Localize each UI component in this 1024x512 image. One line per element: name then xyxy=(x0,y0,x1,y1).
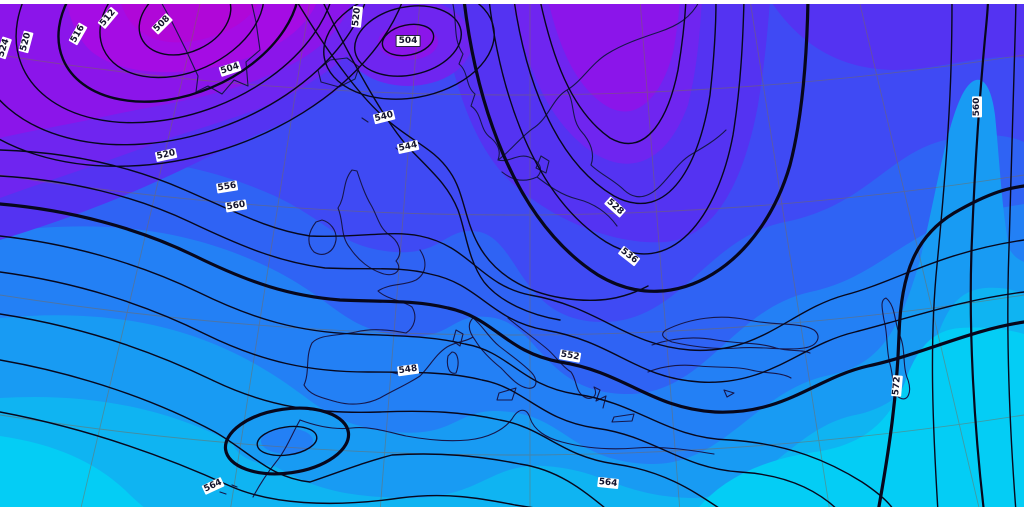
contour-line xyxy=(295,0,649,302)
graticule-parallel xyxy=(0,174,1024,216)
graticule-meridian xyxy=(79,0,202,512)
cutoff-low-shading-inner xyxy=(261,428,313,454)
contour-line xyxy=(0,0,413,167)
low-center-ring xyxy=(354,5,462,77)
contour-line xyxy=(0,235,896,512)
low-center-ring xyxy=(381,23,435,57)
contour-line xyxy=(0,359,611,512)
graticule-parallel xyxy=(0,294,1024,336)
contour-line xyxy=(0,0,374,146)
height-band xyxy=(0,79,1024,512)
contour-line-bold xyxy=(462,0,810,293)
frame-bar xyxy=(0,507,1024,512)
contour-line xyxy=(15,0,337,124)
contour-line xyxy=(0,313,726,512)
contour-line xyxy=(1007,0,1017,512)
frame-bar xyxy=(0,0,1024,4)
graticule-meridian xyxy=(639,0,681,512)
contour-line xyxy=(321,0,561,321)
graticule-parallel xyxy=(0,54,1024,96)
contour-line-bold xyxy=(876,184,1024,512)
contour-line xyxy=(0,271,841,512)
contour-line xyxy=(138,0,232,56)
contour-line-bold xyxy=(0,202,1024,414)
contour-line xyxy=(513,0,717,204)
graticule-parallel xyxy=(0,414,1024,456)
contour-line xyxy=(99,0,265,79)
contour-line xyxy=(539,0,687,145)
cutoff-low-contour-bold xyxy=(223,406,351,476)
contour-line xyxy=(969,0,990,512)
contour-line xyxy=(0,411,571,512)
contour-line xyxy=(931,0,953,512)
contour-line xyxy=(0,149,1024,352)
contour-line xyxy=(57,0,301,103)
contour-line xyxy=(0,175,1024,383)
cutoff-low-contour xyxy=(256,425,318,457)
graticule-meridian xyxy=(858,0,981,512)
graticule-meridian xyxy=(379,0,421,512)
low-center-rings-nw xyxy=(0,0,413,167)
height-band xyxy=(0,327,1024,512)
contour-line xyxy=(488,0,745,255)
